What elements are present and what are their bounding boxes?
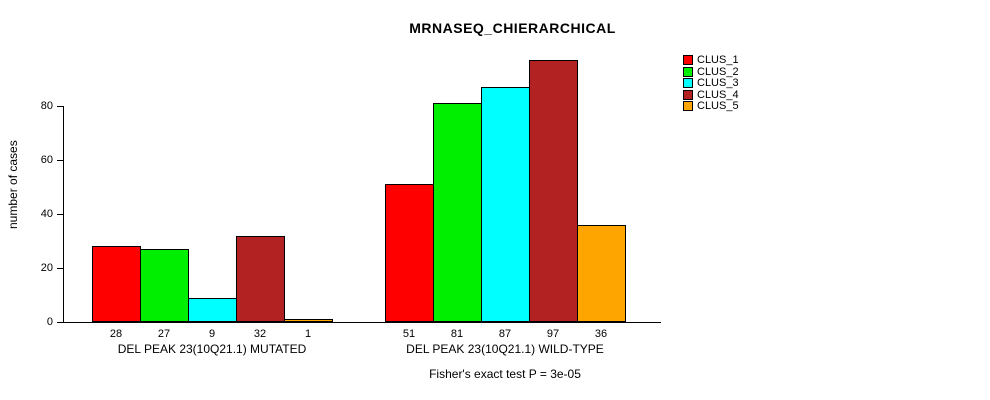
legend-label: CLUS_5 xyxy=(697,100,739,112)
legend-swatch xyxy=(683,66,693,77)
bar-value-label: 1 xyxy=(304,328,312,340)
legend-item: CLUS_3 xyxy=(683,77,739,89)
y-tick-label: 60 xyxy=(40,154,53,166)
chart-title: MRNASEQ_CHIERARCHICAL xyxy=(409,20,616,36)
bar-value-label: 51 xyxy=(402,328,416,340)
bar-value-label: 32 xyxy=(253,328,267,340)
bar xyxy=(140,249,189,322)
y-tick-label: 20 xyxy=(40,262,53,274)
y-tick xyxy=(57,160,63,161)
y-axis-line xyxy=(63,106,64,323)
legend: CLUS_1 CLUS_2 CLUS_3 CLUS_4 CLUS_5 xyxy=(683,54,739,112)
legend-swatch xyxy=(683,89,693,100)
bar xyxy=(284,319,333,322)
legend-swatch xyxy=(683,55,693,65)
legend-swatch xyxy=(683,101,693,111)
bar-value-label: 9 xyxy=(208,328,216,340)
legend-item: CLUS_4 xyxy=(683,88,739,101)
bar xyxy=(188,298,237,322)
bar-value-label: 97 xyxy=(546,328,560,340)
footer-annotation: Fisher's exact test P = 3e-05 xyxy=(429,367,581,381)
legend-label: CLUS_3 xyxy=(697,77,739,89)
legend-label: CLUS_2 xyxy=(697,65,739,78)
legend-label: CLUS_4 xyxy=(697,88,739,101)
legend-label: CLUS_1 xyxy=(697,54,739,66)
bar xyxy=(236,236,285,322)
bar xyxy=(433,103,482,322)
y-tick xyxy=(57,106,63,107)
bar xyxy=(385,184,434,322)
bar xyxy=(529,60,578,322)
legend-item: CLUS_5 xyxy=(683,100,739,112)
legend-item: CLUS_2 xyxy=(683,65,739,78)
y-tick xyxy=(57,322,63,323)
legend-swatch xyxy=(683,78,693,88)
bar xyxy=(92,246,141,322)
y-tick xyxy=(57,214,63,215)
bar-value-label: 27 xyxy=(157,328,171,340)
group-label: DEL PEAK 23(10Q21.1) MUTATED xyxy=(117,342,307,356)
legend-item: CLUS_1 xyxy=(683,54,739,66)
bar-value-label: 81 xyxy=(450,328,464,340)
bar-value-label: 36 xyxy=(594,328,608,340)
bar-value-label: 28 xyxy=(109,328,123,340)
bar xyxy=(481,87,530,322)
y-tick xyxy=(57,268,63,269)
bar xyxy=(577,225,626,322)
y-tick-label: 80 xyxy=(40,100,53,112)
bar-value-label: 87 xyxy=(498,328,512,340)
y-tick-label: 40 xyxy=(40,208,53,220)
y-tick-label: 0 xyxy=(46,316,53,328)
group-label: DEL PEAK 23(10Q21.1) WILD-TYPE xyxy=(406,342,604,356)
x-axis-line xyxy=(63,322,661,323)
